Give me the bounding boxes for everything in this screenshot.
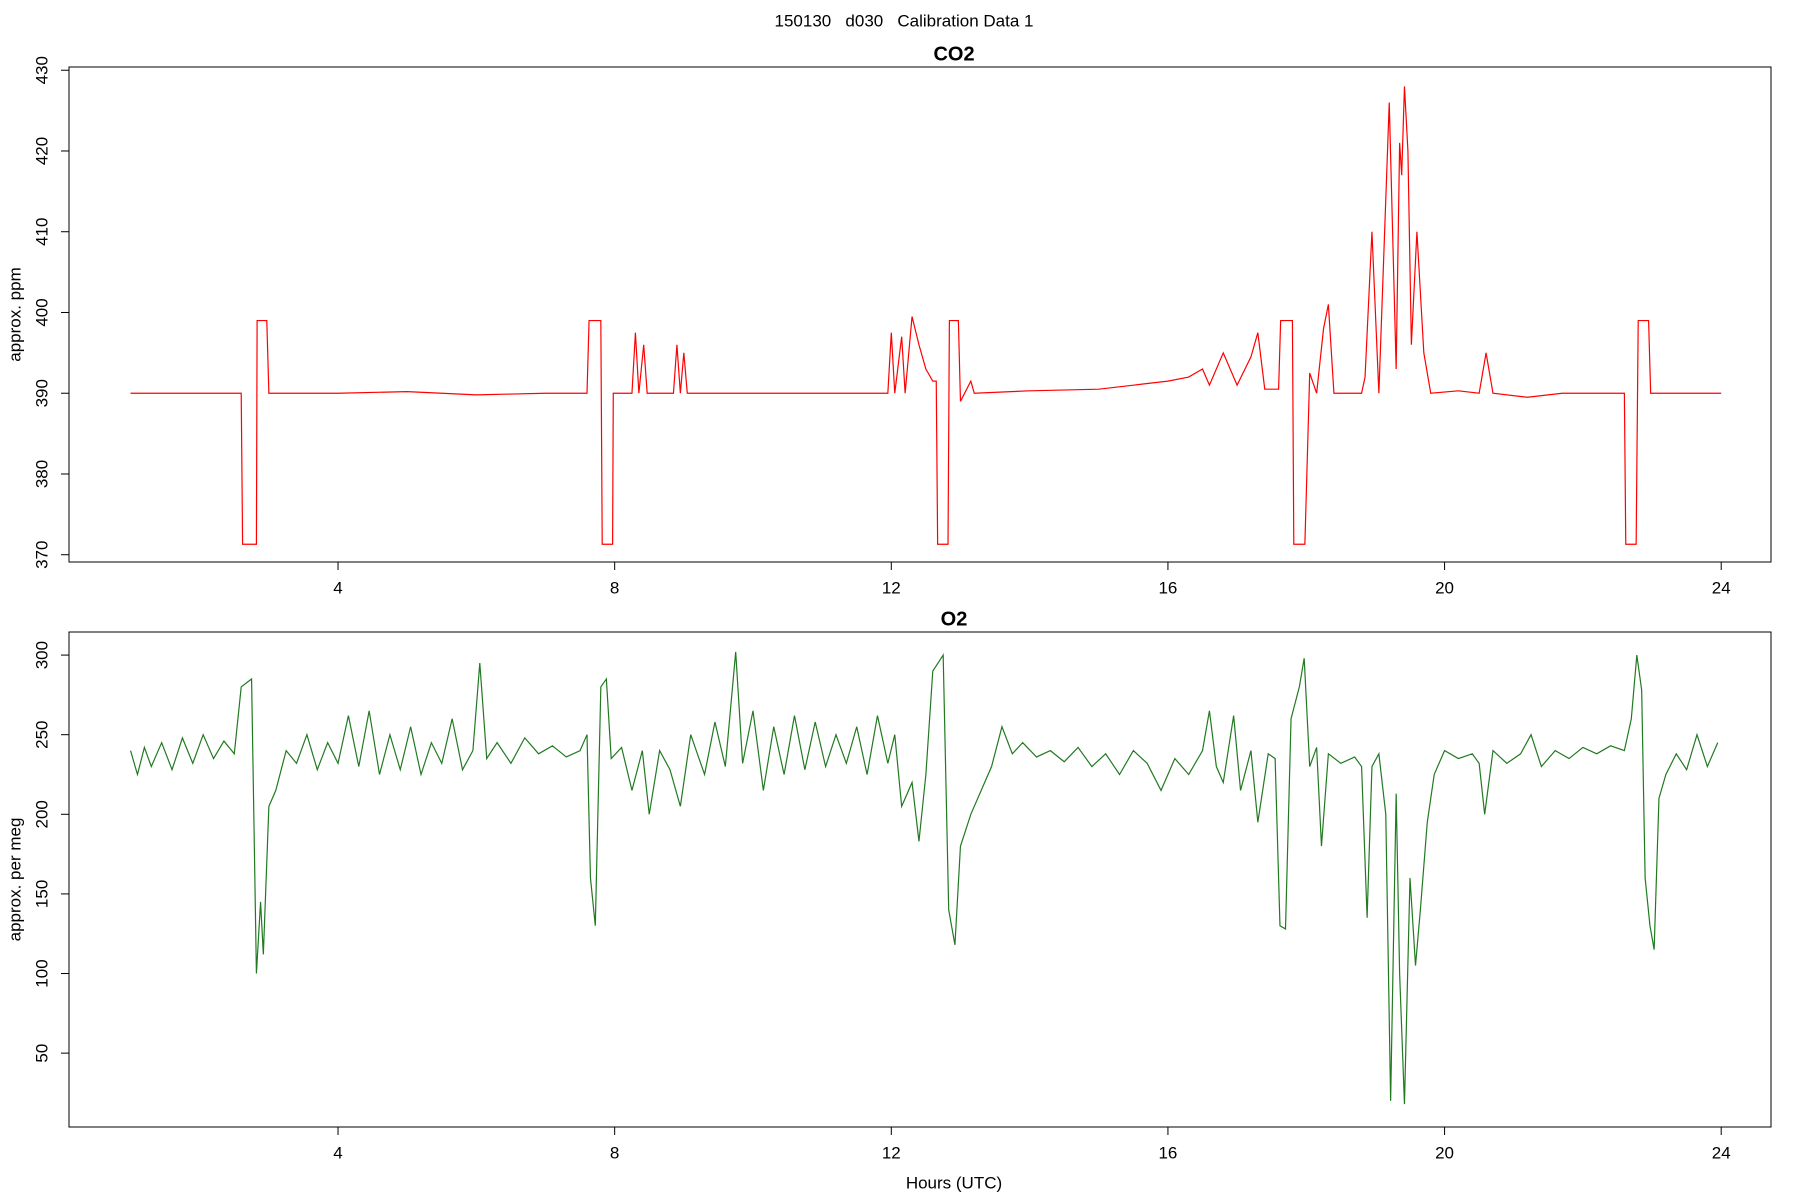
data-line xyxy=(130,86,1722,545)
y-tick-label: 380 xyxy=(32,460,51,488)
y-tick-label: 300 xyxy=(32,641,51,669)
x-tick-label: 20 xyxy=(1435,578,1454,597)
x-tick-label: 12 xyxy=(882,578,901,597)
x-tick-label: 16 xyxy=(1158,578,1177,597)
y-tick-label: 150 xyxy=(32,880,51,908)
x-tick-label: 16 xyxy=(1158,1143,1177,1162)
x-tick-label: 24 xyxy=(1712,578,1731,597)
y-tick-label: 430 xyxy=(32,56,51,84)
y-tick-label: 400 xyxy=(32,298,51,326)
y-tick-label: 50 xyxy=(32,1044,51,1063)
y-tick-label: 390 xyxy=(32,379,51,407)
main-title: 150130 d030 Calibration Data 1 xyxy=(775,11,1034,30)
y-tick-label: 200 xyxy=(32,800,51,828)
x-tick-label: 4 xyxy=(333,1143,342,1162)
x-tick-label: 12 xyxy=(882,1143,901,1162)
x-tick-label: 4 xyxy=(333,578,342,597)
y-tick-label: 420 xyxy=(32,137,51,165)
x-tick-label: 8 xyxy=(610,578,619,597)
y-tick-label: 370 xyxy=(32,541,51,569)
x-tick-label: 24 xyxy=(1712,1143,1731,1162)
x-tick-label: 20 xyxy=(1435,1143,1454,1162)
panel-title: CO2 xyxy=(933,43,974,65)
y-axis-label: approx. ppm xyxy=(5,267,24,362)
x-axis-label: Hours (UTC) xyxy=(906,1173,1002,1192)
data-line xyxy=(129,651,1719,1105)
y-tick-label: 410 xyxy=(32,218,51,246)
y-tick-label: 100 xyxy=(32,959,51,987)
y-tick-label: 250 xyxy=(32,721,51,749)
panel-title: O2 xyxy=(941,608,968,630)
x-tick-label: 8 xyxy=(610,1143,619,1162)
y-axis-label: approx. per meg xyxy=(5,818,24,942)
